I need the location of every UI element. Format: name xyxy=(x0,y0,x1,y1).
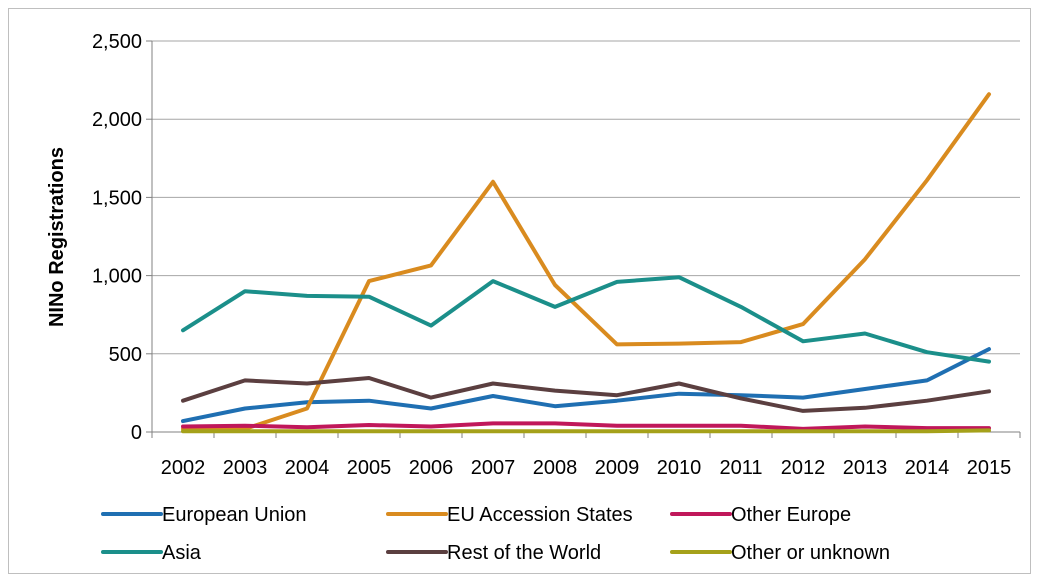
series-line-european-union xyxy=(181,347,991,424)
gridlines xyxy=(152,40,1020,355)
x-tick-label: 2005 xyxy=(347,457,392,479)
legend-label: European Union xyxy=(162,504,307,526)
y-tick-label: 2,500 xyxy=(92,31,142,53)
y-tick-label: 1,000 xyxy=(92,266,142,288)
x-tick-label: 2014 xyxy=(905,457,950,479)
series-line-other-or-unknown xyxy=(181,428,991,434)
x-tick-label: 2009 xyxy=(595,457,640,479)
legend-label: Other Europe xyxy=(731,504,851,526)
series-lines xyxy=(181,92,991,434)
series-line-asia xyxy=(181,275,991,364)
x-tick-labels: 2002 2003 2004 2005 2006 2007 2008 2009 2010 2011… xyxy=(161,457,1012,479)
y-tick-label: 2,000 xyxy=(92,109,142,131)
y-tick-label: 0 xyxy=(131,422,142,444)
x-tick-label: 2013 xyxy=(843,457,888,479)
x-tick-label: 2011 xyxy=(719,457,762,479)
y-tick-label: 1,500 xyxy=(92,187,142,209)
series-line-rest-of-the-world xyxy=(181,376,991,413)
x-tick-label: 2003 xyxy=(223,457,268,479)
y-tick-label: 500 xyxy=(109,344,142,366)
legend-label: Rest of the World xyxy=(447,542,601,564)
series-line-other-europe xyxy=(181,421,991,431)
x-tick-label: 2012 xyxy=(781,457,826,479)
legend-label: Other or unknown xyxy=(731,542,890,564)
x-tick-label: 2010 xyxy=(657,457,702,479)
series-line-eu-accession-states xyxy=(181,92,991,431)
legend-label: Asia xyxy=(162,542,202,564)
legend: European Union EU Accession States Other E… xyxy=(101,504,890,564)
y-axis-label: NINo Registrations xyxy=(46,147,68,327)
x-tick-label: 2015 xyxy=(967,457,1012,479)
x-tick-label: 2008 xyxy=(533,457,578,479)
x-tick-label: 2006 xyxy=(409,457,454,479)
x-tick-label: 2007 xyxy=(471,457,516,479)
x-tick-label: 2004 xyxy=(285,457,330,479)
legend-label: EU Accession States xyxy=(447,504,633,526)
axes xyxy=(146,40,1021,438)
x-tick-label: 2002 xyxy=(161,457,206,479)
y-tick-labels: 0 500 1,000 1,500 2,000 2,500 xyxy=(92,31,142,444)
